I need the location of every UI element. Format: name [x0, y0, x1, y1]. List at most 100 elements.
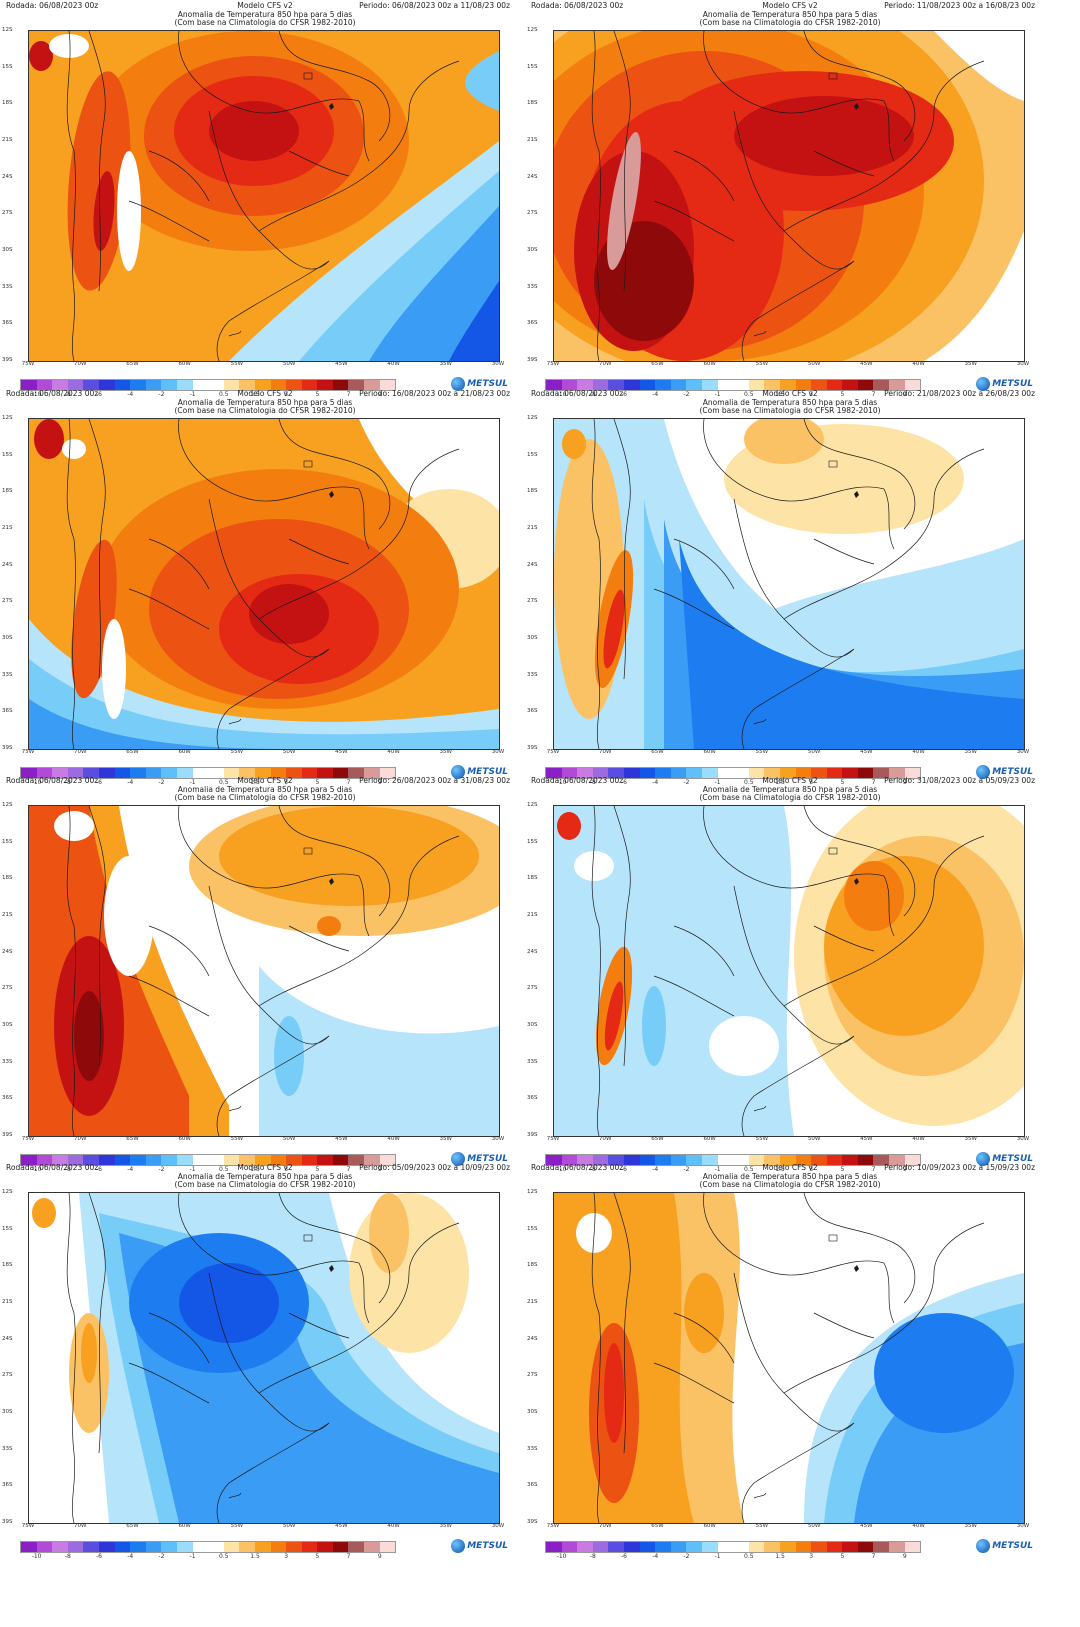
period-label: Periodo: 06/08/2023 00z a 11/08/23 00z: [359, 1, 510, 10]
colorbar-swatch: [114, 1542, 131, 1552]
lat-tick-label: 30S: [2, 635, 13, 641]
colorbar-swatch: [608, 380, 624, 390]
colorbar-swatch: [67, 1542, 84, 1552]
colorbar-tick-label: 3: [284, 779, 289, 786]
anomaly-field: [29, 31, 499, 361]
colorbar-swatch: [857, 1542, 874, 1552]
colorbar-tick-label: 7: [346, 1553, 351, 1560]
colorbar-tick-label: -6: [96, 1166, 102, 1173]
colorbar-swatch: [83, 1155, 99, 1165]
colorbar-swatch: [717, 380, 734, 390]
colorbar-swatch: [561, 768, 578, 778]
colorbar-swatch: [317, 1542, 333, 1552]
lon-tick-label: 50W: [807, 749, 821, 755]
colorbar-swatch: [301, 768, 318, 778]
metsul-logo: METSUL: [451, 1539, 508, 1553]
colorbar-swatch: [764, 1542, 780, 1552]
colorbar-swatch: [364, 768, 380, 778]
model-label: Modelo CFS v2: [237, 1, 293, 10]
forecast-panel-8: Rodada: 06/08/2023 00z Modelo CFS v2 Perio…: [525, 1162, 1055, 1562]
colorbar-swatch: [748, 1542, 765, 1552]
colorbar-swatch: [826, 1155, 843, 1165]
lon-tick-label: 35W: [964, 1136, 977, 1142]
lon-tick-label: 55W: [755, 1523, 769, 1529]
colorbar-tick-label: -10: [31, 1166, 42, 1173]
lon-tick-label: 60W: [178, 361, 191, 367]
lon-tick-label: 30W: [1016, 361, 1030, 367]
lat-tick-label: 18S: [527, 1262, 538, 1269]
colorbar-swatch: [811, 380, 827, 390]
colorbar-swatch: [192, 768, 209, 778]
colorbar-swatch: [577, 1542, 593, 1552]
lon-tick-label: 60W: [178, 749, 191, 755]
colorbar-swatch: [114, 380, 131, 390]
lon-tick-label: 55W: [755, 749, 769, 755]
run-label: Rodada: 06/08/2023 00z: [6, 776, 99, 785]
anomaly-map: [28, 30, 500, 362]
lat-tick-label: 21S: [2, 525, 13, 531]
logo-text: METSUL: [992, 1154, 1033, 1164]
lat-tick-label: 21S: [2, 137, 13, 143]
colorbar-tick-label: 9: [902, 391, 907, 398]
colorbar-swatch: [623, 380, 640, 390]
colorbar-swatch: [889, 1155, 905, 1165]
metsul-logo: METSUL: [976, 1539, 1033, 1553]
colorbar-tick-label: 1.5: [250, 1553, 260, 1560]
colorbar-swatch: [364, 1542, 380, 1552]
colorbar-tick-label: -8: [64, 1166, 71, 1173]
colorbar: [545, 767, 922, 779]
lon-tick-label: 70W: [74, 1523, 87, 1529]
anomaly-map: [28, 418, 500, 750]
run-label: Rodada: 06/08/2023 00z: [531, 389, 624, 398]
lat-tick-label: 27S: [2, 985, 13, 992]
colorbar-tick-label: 0.5: [744, 779, 754, 786]
colorbar-swatch: [811, 768, 827, 778]
lat-tick-label: 27S: [2, 210, 13, 217]
colorbar-tick-label: 0.5: [744, 391, 754, 398]
colorbar-swatch: [301, 1155, 318, 1165]
globe-icon: [451, 377, 466, 391]
lat-tick-label: 15S: [527, 838, 538, 845]
lon-tick-label: 35W: [439, 749, 452, 755]
anomaly-field: [554, 419, 1024, 749]
colorbar-swatch: [842, 1155, 858, 1165]
lat-tick-label: 18S: [527, 875, 538, 882]
colorbar-swatch: [873, 1155, 890, 1165]
lat-tick-label: 30S: [2, 1409, 13, 1415]
colorbar-tick-label: -8: [64, 1553, 71, 1560]
colorbar-swatch: [301, 1542, 318, 1552]
colorbar-swatch: [592, 1155, 609, 1165]
colorbar-swatch: [546, 380, 562, 390]
colorbar-tick-label: 7: [346, 391, 351, 398]
lat-tick-label: 18S: [527, 488, 538, 495]
lon-tick-label: 70W: [599, 1523, 612, 1529]
lat-tick-label: 36S: [527, 320, 538, 327]
lon-tick-label: 30W: [491, 1136, 505, 1142]
lat-tick-label: 18S: [2, 100, 13, 107]
colorbar-tick-label: 3: [809, 391, 814, 398]
colorbar-swatch: [52, 1155, 68, 1165]
period-label: Periodo: 31/08/2023 00z a 05/09/23 00z: [884, 776, 1035, 785]
colorbar-swatch: [114, 1155, 131, 1165]
colorbar-tick-label: 3: [284, 1553, 289, 1560]
lat-tick-label: 33S: [527, 283, 538, 290]
colorbar: [20, 1154, 397, 1166]
colorbar-swatch: [192, 1542, 209, 1552]
colorbar-swatch: [717, 1542, 734, 1552]
colorbar-tick-label: 5: [840, 1166, 845, 1173]
lat-tick-label: 24S: [2, 948, 13, 955]
colorbar-tick-label: -8: [589, 1553, 596, 1560]
colorbar-tick-label: -1: [189, 391, 196, 398]
colorbar-swatch: [254, 1542, 271, 1552]
map-title: Anomalia de Temperatura 850 hpa para 5 d…: [702, 10, 878, 19]
lat-tick-label: 39S: [2, 745, 13, 751]
colorbar-tick-label: 7: [871, 1166, 876, 1173]
colorbar-swatch: [208, 768, 224, 778]
colorbar-tick-label: 0.5: [744, 1553, 754, 1560]
colorbar-swatch: [332, 1155, 349, 1165]
colorbar-swatch: [842, 380, 858, 390]
lon-tick-label: 70W: [599, 361, 612, 367]
colorbar-swatch: [317, 1155, 333, 1165]
colorbar-tick-label: -2: [683, 1553, 690, 1560]
colorbar-tick-label: -10: [556, 391, 567, 398]
